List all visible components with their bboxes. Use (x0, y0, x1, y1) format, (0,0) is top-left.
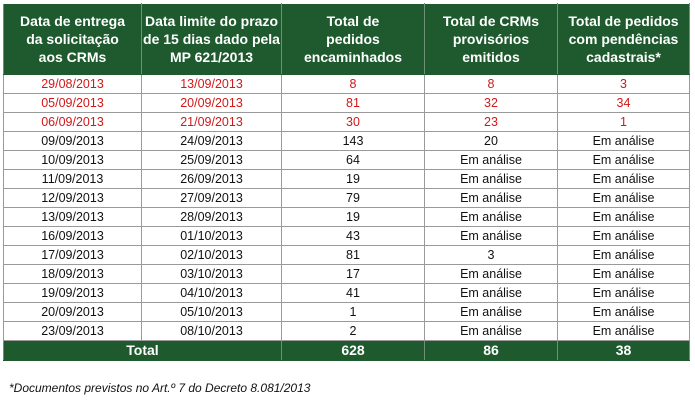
deadline-date-cell: 01/10/2013 (141, 226, 282, 246)
total-label: Total (3, 340, 282, 361)
header-row: Data de entrega da solicitação aos CRMs Da… (3, 3, 690, 75)
pending-cell: Em análise (557, 283, 690, 303)
total-row: Total 628 86 38 (3, 340, 690, 361)
footnote: *Documentos previstos no Art.º 7 do Decr… (9, 381, 311, 395)
delivery-date-cell: 20/09/2013 (3, 302, 142, 322)
crms-cell: Em análise (424, 283, 558, 303)
pending-cell: Em análise (557, 321, 690, 341)
deadline-date-cell: 27/09/2013 (141, 188, 282, 208)
delivery-date-cell: 10/09/2013 (3, 150, 142, 170)
delivery-date-cell: 06/09/2013 (3, 112, 142, 132)
requests-cell: 30 (281, 112, 425, 132)
requests-cell: 79 (281, 188, 425, 208)
crms-cell: 23 (424, 112, 558, 132)
pending-cell: 3 (557, 74, 690, 94)
deadline-date-cell: 20/09/2013 (141, 93, 282, 113)
pending-cell: Em análise (557, 264, 690, 284)
delivery-date-cell: 09/09/2013 (3, 131, 142, 151)
pending-cell: Em análise (557, 302, 690, 322)
total-requests-value: 628 (281, 340, 425, 361)
header-delivery-date: Data de entrega da solicitação aos CRMs (3, 3, 142, 75)
header-deadline-date: Data limite do prazo de 15 dias dado pela… (141, 3, 282, 75)
delivery-date-cell: 13/09/2013 (3, 207, 142, 227)
requests-cell: 1 (281, 302, 425, 322)
requests-cell: 19 (281, 207, 425, 227)
deadline-date-cell: 28/09/2013 (141, 207, 282, 227)
pending-cell: Em análise (557, 150, 690, 170)
table-row: 16/09/2013 01/10/2013 43 Em análise Em análi… (3, 226, 690, 246)
deadline-date-cell: 03/10/2013 (141, 264, 282, 284)
pending-cell: Em análise (557, 207, 690, 227)
requests-cell: 17 (281, 264, 425, 284)
table-row: 06/09/2013 21/09/2013 30 23 1 (3, 112, 690, 132)
pending-cell: Em análise (557, 188, 690, 208)
delivery-date-cell: 19/09/2013 (3, 283, 142, 303)
crms-cell: 3 (424, 245, 558, 265)
delivery-date-cell: 23/09/2013 (3, 321, 142, 341)
requests-cell: 143 (281, 131, 425, 151)
crms-cell: Em análise (424, 207, 558, 227)
deadline-date-cell: 26/09/2013 (141, 169, 282, 189)
delivery-date-cell: 18/09/2013 (3, 264, 142, 284)
requests-cell: 43 (281, 226, 425, 246)
table-row: 09/09/2013 24/09/2013 143 20 Em análise (3, 131, 690, 151)
pending-cell: 1 (557, 112, 690, 132)
total-pending-value: 38 (557, 340, 690, 361)
crms-cell: Em análise (424, 321, 558, 341)
delivery-date-cell: 11/09/2013 (3, 169, 142, 189)
crms-cell: Em análise (424, 226, 558, 246)
requests-cell: 81 (281, 245, 425, 265)
deadline-date-cell: 05/10/2013 (141, 302, 282, 322)
header-provisional-crms: Total de CRMs provisórios emitidos (424, 3, 558, 75)
delivery-date-cell: 12/09/2013 (3, 188, 142, 208)
header-total-requests: Total de pedidos encaminhados (281, 3, 425, 75)
requests-table: Data de entrega da solicitação aos CRMs Da… (3, 3, 690, 361)
header-pending-requests: Total de pedidos com pendências cadastrais… (557, 3, 690, 75)
crms-cell: 20 (424, 131, 558, 151)
table-row: 23/09/2013 08/10/2013 2 Em análise Em anális… (3, 321, 690, 341)
total-crms-value: 86 (424, 340, 558, 361)
crms-cell: Em análise (424, 150, 558, 170)
pending-cell: Em análise (557, 131, 690, 151)
table-row: 29/08/2013 13/09/2013 8 8 3 (3, 74, 690, 94)
delivery-date-cell: 29/08/2013 (3, 74, 142, 94)
requests-cell: 19 (281, 169, 425, 189)
requests-cell: 64 (281, 150, 425, 170)
crms-cell: Em análise (424, 302, 558, 322)
table-row: 19/09/2013 04/10/2013 41 Em análise Em análi… (3, 283, 690, 303)
pending-cell: 34 (557, 93, 690, 113)
table-row: 18/09/2013 03/10/2013 17 Em análise Em análi… (3, 264, 690, 284)
deadline-date-cell: 13/09/2013 (141, 74, 282, 94)
delivery-date-cell: 17/09/2013 (3, 245, 142, 265)
deadline-date-cell: 08/10/2013 (141, 321, 282, 341)
deadline-date-cell: 24/09/2013 (141, 131, 282, 151)
table-row: 13/09/2013 28/09/2013 19 Em análise Em análi… (3, 207, 690, 227)
crms-cell: 8 (424, 74, 558, 94)
deadline-date-cell: 21/09/2013 (141, 112, 282, 132)
table-row: 17/09/2013 02/10/2013 81 3 Em análise (3, 245, 690, 265)
requests-cell: 41 (281, 283, 425, 303)
delivery-date-cell: 05/09/2013 (3, 93, 142, 113)
deadline-date-cell: 02/10/2013 (141, 245, 282, 265)
requests-cell: 81 (281, 93, 425, 113)
table-row: 05/09/2013 20/09/2013 81 32 34 (3, 93, 690, 113)
table-body: 29/08/2013 13/09/2013 8 8 3 05/09/2013 20/09/2… (3, 74, 690, 341)
table-row: 20/09/2013 05/10/2013 1 Em análise Em anális… (3, 302, 690, 322)
crms-cell: Em análise (424, 169, 558, 189)
pending-cell: Em análise (557, 169, 690, 189)
crms-cell: 32 (424, 93, 558, 113)
table-row: 10/09/2013 25/09/2013 64 Em análise Em análi… (3, 150, 690, 170)
requests-cell: 2 (281, 321, 425, 341)
requests-cell: 8 (281, 74, 425, 94)
crms-cell: Em análise (424, 188, 558, 208)
pending-cell: Em análise (557, 245, 690, 265)
table-row: 11/09/2013 26/09/2013 19 Em análise Em análi… (3, 169, 690, 189)
crms-cell: Em análise (424, 264, 558, 284)
table-row: 12/09/2013 27/09/2013 79 Em análise Em análi… (3, 188, 690, 208)
delivery-date-cell: 16/09/2013 (3, 226, 142, 246)
deadline-date-cell: 25/09/2013 (141, 150, 282, 170)
deadline-date-cell: 04/10/2013 (141, 283, 282, 303)
pending-cell: Em análise (557, 226, 690, 246)
